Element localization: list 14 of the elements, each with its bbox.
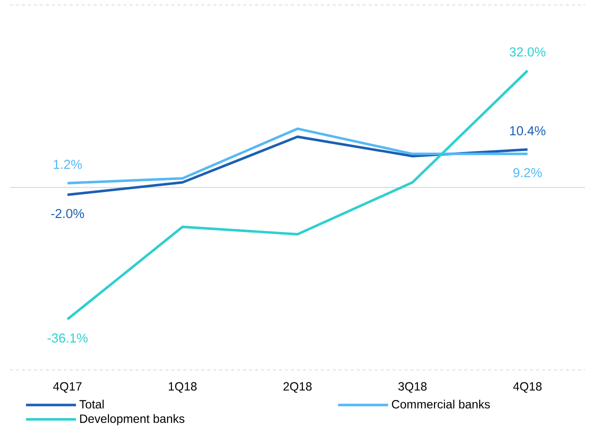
x-tick-label: 1Q18 <box>168 382 197 393</box>
legend-label: Commercial banks <box>392 400 490 408</box>
data-label: 1.2% <box>54 160 82 169</box>
x-tick-label: 4Q17 <box>53 382 82 393</box>
x-tick-label: 3Q18 <box>398 382 427 393</box>
data-label: 10.4% <box>510 126 546 136</box>
legend-label: Development banks <box>80 414 184 426</box>
legend-label: Total <box>79 400 104 408</box>
x-tick-label: 4Q18 <box>513 382 542 393</box>
data-label: -36.1% <box>48 333 88 343</box>
data-label: 32.0% <box>510 47 546 56</box>
x-tick-label: 2Q18 <box>283 382 312 393</box>
data-label: -2.0% <box>51 208 84 218</box>
data-label: 9.2% <box>513 168 542 178</box>
